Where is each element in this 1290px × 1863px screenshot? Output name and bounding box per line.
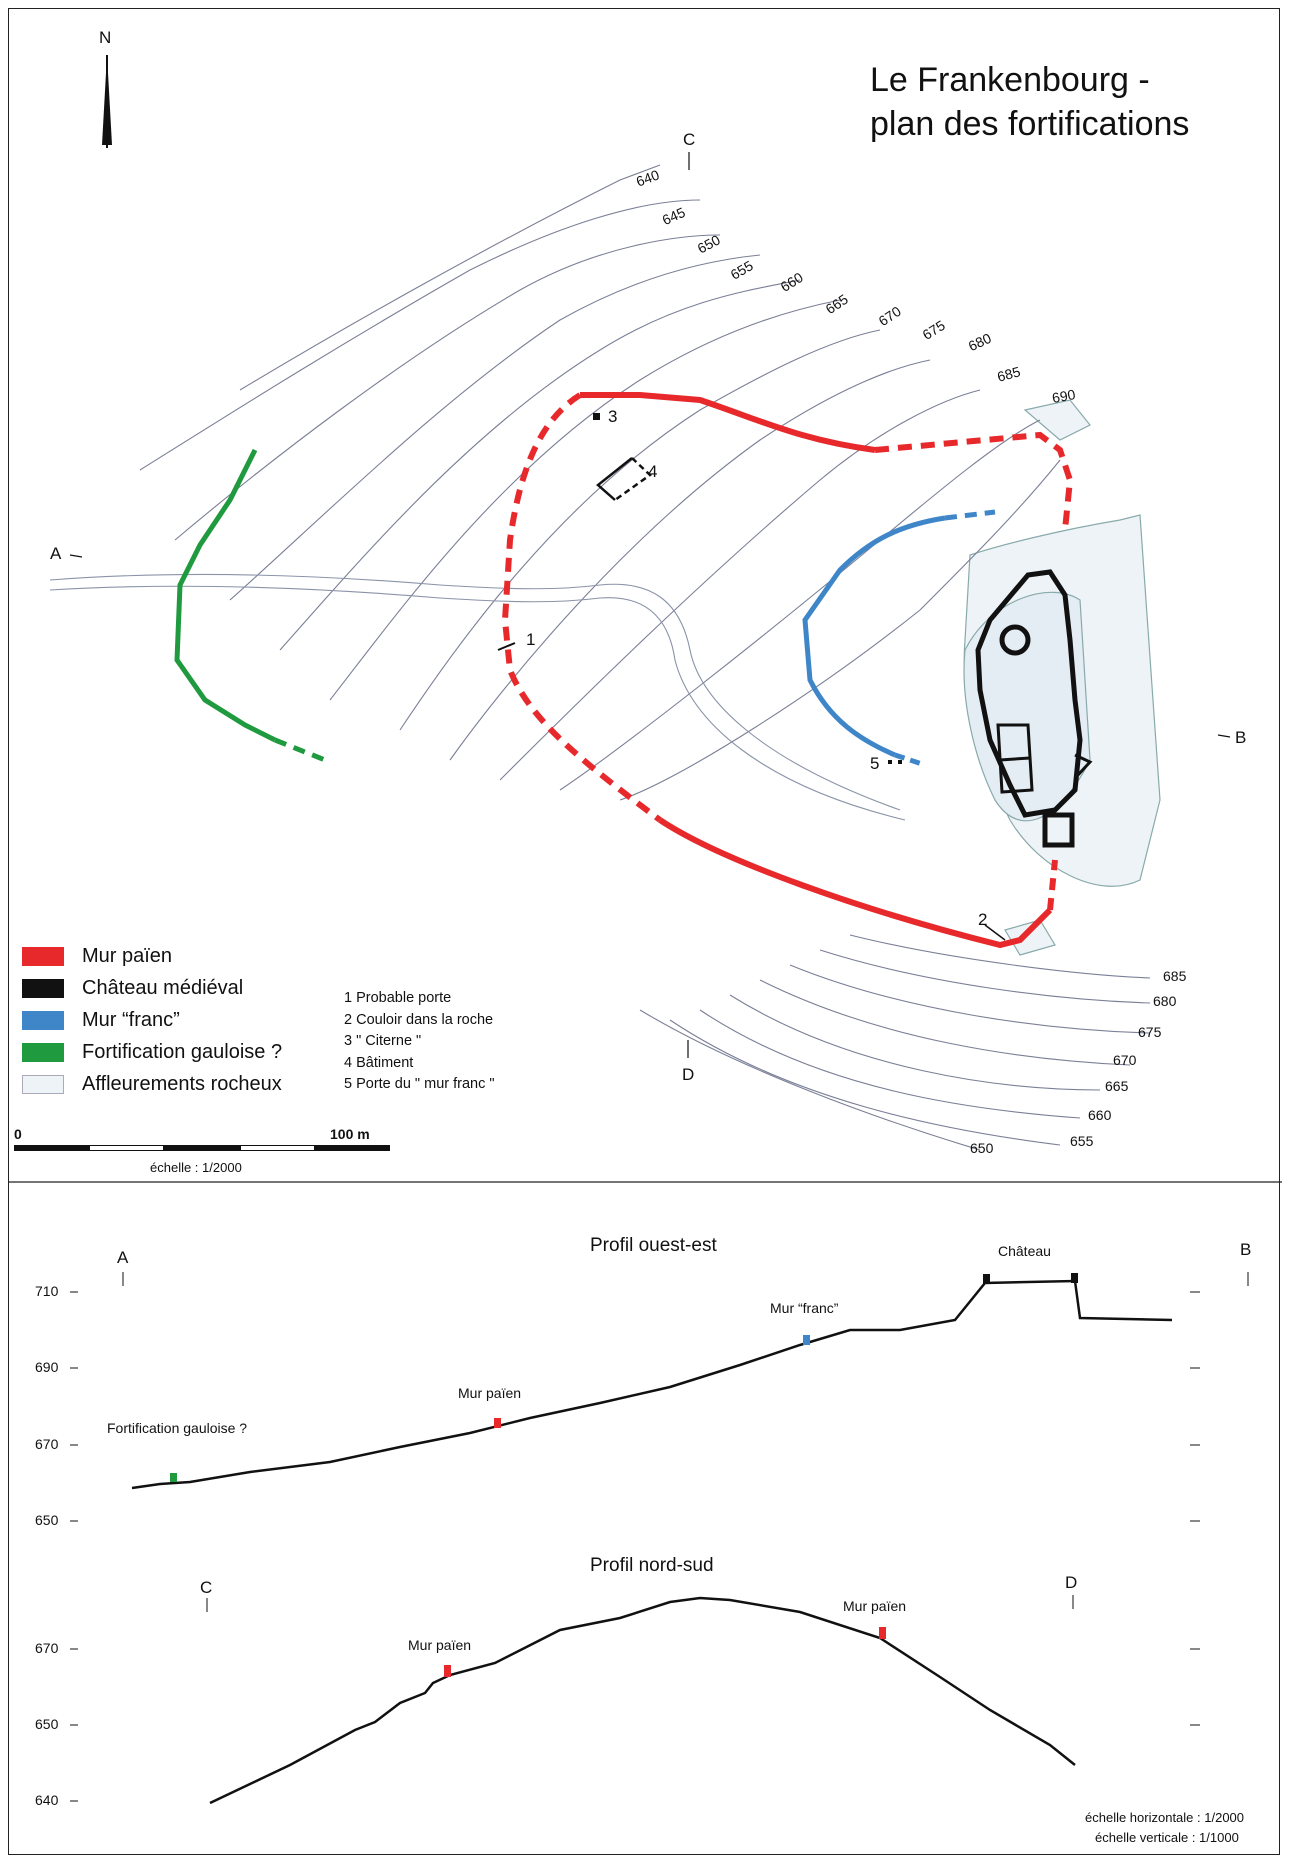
section-mark-a: A	[50, 544, 62, 563]
contour-label: 680	[1153, 993, 1177, 1009]
label-chateau: Château	[998, 1243, 1051, 1259]
legend: Mur païen Château médiéval Mur “franc” F…	[22, 940, 282, 1100]
legend-item-gauloise: Fortification gauloise ?	[22, 1036, 282, 1068]
profile-we-mark-a: A	[117, 1248, 129, 1267]
label-franc: Mur “franc”	[770, 1300, 839, 1316]
scale-note-horizontal: échelle horizontale : 1/2000	[1085, 1810, 1245, 1825]
contour-label: 655	[1070, 1133, 1094, 1149]
profile-nord-sud-drawing	[70, 1595, 1200, 1805]
profile-we-title: Profil ouest-est	[590, 1235, 717, 1256]
y-tick: 670	[35, 1640, 59, 1656]
legend-item-mur-paien: Mur païen	[22, 940, 282, 972]
contour-label: 665	[1105, 1078, 1129, 1094]
profile-ns-mark-c: C	[200, 1578, 213, 1597]
scale-start: 0	[14, 1126, 22, 1142]
y-tick: 690	[35, 1359, 59, 1375]
section-mark-c: C	[683, 130, 696, 149]
swatch-rock	[22, 1074, 64, 1094]
label-paien-left: Mur païen	[408, 1637, 472, 1653]
profile-ouest-est-drawing	[70, 1272, 1249, 1522]
y-tick: 650	[35, 1716, 59, 1732]
north-arrow-icon	[102, 55, 112, 148]
section-mark-b: B	[1235, 728, 1247, 747]
scale-note-vertical: échelle verticale : 1/1000	[1095, 1830, 1239, 1845]
contour-label: 675	[1138, 1024, 1162, 1040]
rock-outcrops	[963, 399, 1161, 956]
map-title: Le Frankenbourg - plan des fortification…	[870, 61, 1190, 143]
profile-ns-title: Profil nord-sud	[590, 1555, 714, 1576]
scale-caption: échelle : 1/2000	[150, 1160, 242, 1175]
fortification-gauloise	[174, 448, 331, 765]
citerne-marker	[593, 413, 600, 420]
batiment	[596, 457, 652, 502]
numbered-notes: 1 Probable porte 2 Couloir dans la roche…	[344, 990, 495, 1092]
contour-label: 660	[1088, 1107, 1112, 1123]
y-tick: 710	[35, 1283, 59, 1299]
map-frame	[8, 8, 1280, 1855]
swatch-green	[22, 1042, 64, 1062]
legend-item-rock: Affleurements rocheux	[22, 1068, 282, 1100]
mur-paien	[501, 392, 1074, 949]
chateau-medieval	[975, 569, 1093, 848]
section-mark-d: D	[682, 1065, 695, 1084]
swatch-black	[22, 978, 64, 998]
profile-ns-mark-d: D	[1065, 1573, 1078, 1592]
porte-marker	[497, 642, 516, 651]
label-paien: Mur païen	[458, 1385, 522, 1401]
contour-label: 670	[1113, 1052, 1137, 1068]
y-tick: 640	[35, 1792, 59, 1808]
contour-label: 650	[970, 1140, 994, 1156]
point-number: 3	[608, 407, 618, 426]
y-tick: 650	[35, 1512, 59, 1528]
point-number: 2	[978, 910, 988, 929]
mur-franc	[802, 509, 996, 768]
label-gauloise: Fortification gauloise ?	[107, 1420, 248, 1436]
contour-label: 685	[1163, 968, 1187, 984]
scale-bar	[14, 1145, 391, 1151]
y-tick: 670	[35, 1436, 59, 1452]
label-paien-right: Mur païen	[843, 1598, 907, 1614]
north-label: N	[99, 28, 112, 47]
contour-lines	[49, 164, 1151, 1151]
legend-item-mur-franc: Mur “franc”	[22, 1004, 282, 1036]
point-number: 1	[526, 630, 536, 649]
point-number: 5	[870, 754, 880, 773]
porte-franc-marker	[888, 760, 892, 764]
scale-end: 100 m	[330, 1126, 370, 1142]
swatch-red	[22, 946, 64, 966]
legend-item-chateau: Château médiéval	[22, 972, 282, 1004]
point-number: 4	[648, 462, 658, 481]
profile-we-mark-b: B	[1240, 1240, 1252, 1259]
swatch-blue	[22, 1010, 64, 1030]
